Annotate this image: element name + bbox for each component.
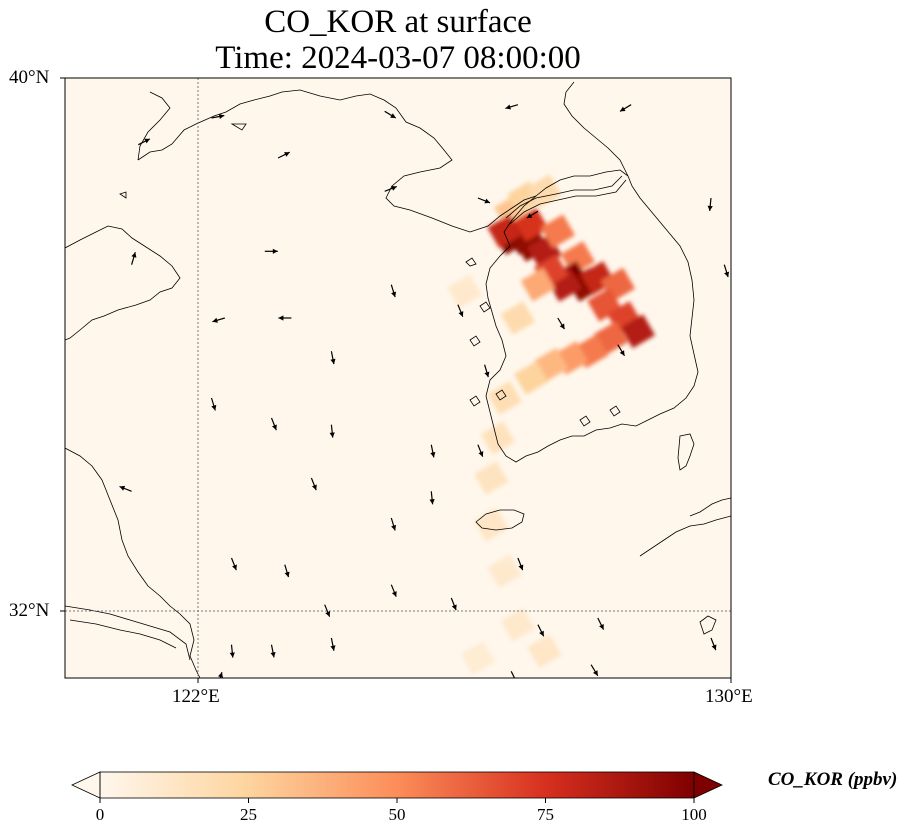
- wind-vectors: [119, 104, 730, 698]
- colorbar-label: CO_KOR (ppbv): [768, 769, 898, 790]
- gridlines: [65, 78, 731, 678]
- wind-arrow: [324, 604, 331, 617]
- wind-arrow: [212, 317, 225, 323]
- wind-arrow: [477, 197, 491, 204]
- map-title: CO_KOR at surface: [264, 4, 532, 40]
- wind-arrow: [526, 210, 539, 219]
- wind-arrow: [270, 417, 277, 431]
- wind-arrow: [390, 284, 397, 298]
- wind-arrow: [688, 685, 693, 698]
- co-grid-cell: [487, 381, 522, 415]
- co-grid-cell: [527, 634, 562, 669]
- co-grid-cell: [500, 607, 536, 642]
- lat-tick-label: 32°N: [9, 600, 50, 621]
- co-grid-cell: [540, 214, 576, 249]
- co-concentration-layer: [447, 174, 656, 675]
- wind-arrow: [619, 104, 632, 112]
- wind-arrow: [597, 617, 605, 630]
- wind-arrow: [517, 557, 524, 571]
- co-grid-cell: [520, 267, 556, 302]
- co-grid-cell: [480, 421, 516, 455]
- wind-arrow: [119, 485, 132, 492]
- colorbar-gradient: [100, 772, 694, 798]
- wind-arrow: [384, 110, 397, 119]
- wind-arrow: [229, 644, 235, 658]
- wind-arrow: [310, 477, 317, 491]
- lat-tick-label: 40°N: [9, 67, 50, 88]
- colorbar-tick-label: 50: [388, 805, 406, 824]
- wind-arrow: [477, 444, 484, 457]
- lon-tick-label: 122°E: [172, 686, 220, 707]
- map-background: [65, 78, 731, 678]
- wind-arrow: [557, 317, 566, 330]
- co-grid-cell: [447, 274, 482, 309]
- wind-arrow: [390, 584, 397, 597]
- colorbar-tick-label: 75: [537, 805, 554, 824]
- wind-arrow: [270, 644, 276, 658]
- wind-arrow: [710, 637, 717, 651]
- wind-arrow: [329, 424, 335, 438]
- wind-arrow: [131, 252, 137, 265]
- wind-arrow: [707, 197, 713, 211]
- colorbar: [71, 771, 723, 803]
- colorbar-tick-label: 100: [681, 805, 707, 824]
- co-grid-cell: [473, 461, 509, 495]
- co-grid-cell: [513, 207, 549, 242]
- wind-arrow: [457, 304, 464, 317]
- wind-arrow: [330, 637, 336, 651]
- colorbar-extend-max: [693, 771, 723, 799]
- co-grid-cell: [500, 301, 536, 335]
- colorbar-tick-label: 25: [240, 805, 257, 824]
- axis-ticks: [60, 77, 732, 683]
- wind-arrow: [230, 557, 237, 571]
- wind-arrow: [278, 315, 292, 321]
- wind-arrow: [138, 138, 151, 146]
- wind-arrow: [484, 364, 490, 378]
- wind-arrow: [211, 113, 225, 119]
- wind-arrow: [218, 672, 223, 678]
- wind-arrow: [590, 664, 599, 677]
- wind-arrow: [210, 397, 217, 411]
- wind-arrow: [330, 351, 336, 365]
- wind-arrow: [450, 597, 457, 611]
- co-grid-cell: [487, 554, 522, 589]
- wind-arrow: [617, 344, 626, 357]
- co-grid-cell: [620, 314, 656, 349]
- wind-arrow: [429, 491, 435, 505]
- wind-arrow: [505, 104, 519, 110]
- wind-arrow: [264, 248, 278, 254]
- wind-arrow: [384, 185, 398, 192]
- colorbar-tick-label: 0: [95, 805, 105, 824]
- wind-arrow: [537, 624, 545, 637]
- lon-tick-label: 130°E: [705, 686, 753, 707]
- wind-arrow: [430, 444, 436, 458]
- co-grid-cell: [513, 361, 549, 395]
- map-frame: [64, 77, 732, 679]
- co-grid-cell: [460, 641, 496, 675]
- wind-arrow: [723, 264, 730, 278]
- co-grid-cell: [527, 174, 562, 209]
- wind-arrow: [390, 517, 397, 531]
- wind-arrow: [277, 151, 290, 159]
- map-subtitle: Time: 2024-03-07 08:00:00: [215, 40, 581, 76]
- colorbar-extend-min: [71, 771, 101, 799]
- wind-arrow: [284, 564, 290, 578]
